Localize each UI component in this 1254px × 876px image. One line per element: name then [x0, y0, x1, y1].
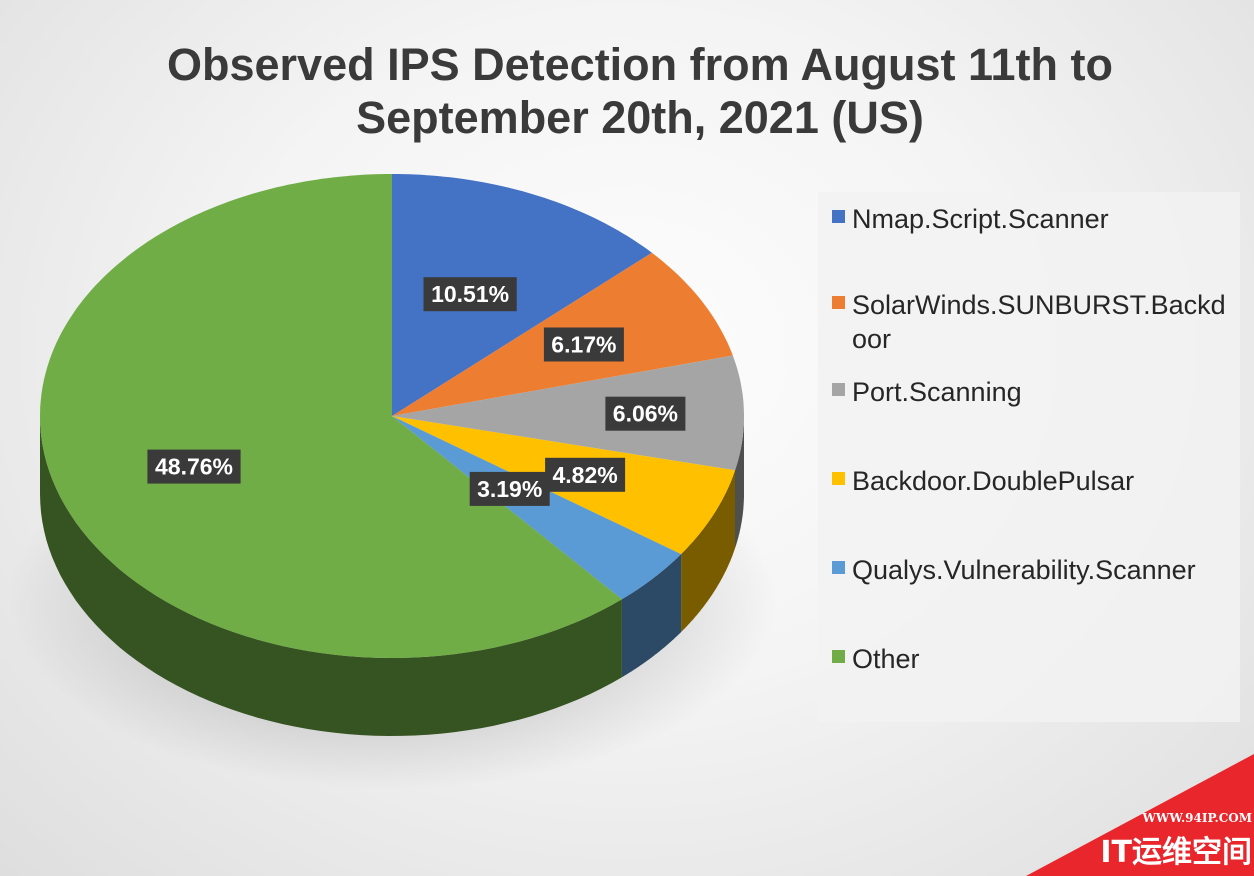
legend-item: SolarWinds.SUNBURST.Backdoor: [832, 288, 1232, 356]
legend-item: Nmap.Script.Scanner: [832, 202, 1232, 236]
pie-slice-Nmap.Script.Scanner: [392, 174, 652, 416]
watermark-brand: IT运维空间: [1100, 835, 1252, 870]
legend-label: Other: [852, 644, 920, 674]
legend-swatch: [832, 472, 845, 485]
pie-side-Other: [40, 416, 622, 736]
watermark: WWW.94IP.COM IT运维空间: [1026, 754, 1254, 876]
pie-sides: [40, 416, 744, 736]
pie-slice-Other: [40, 174, 622, 658]
pie-slice-Qualys.Vulnerability.Scanner: [392, 416, 682, 600]
data-label: 48.76%: [155, 454, 233, 480]
data-label: 10.51%: [431, 281, 509, 307]
data-label: 6.06%: [613, 401, 678, 427]
legend: Nmap.Script.Scanner SolarWinds.SUNBURST.B…: [818, 192, 1240, 722]
legend-item: Qualys.Vulnerability.Scanner: [832, 553, 1232, 587]
data-label: 6.17%: [551, 332, 616, 358]
pie-side-Qualys.Vulnerability.Scanner: [621, 554, 682, 678]
legend-item: Backdoor.DoublePulsar: [832, 464, 1232, 498]
legend-swatch: [832, 650, 845, 663]
pie-side-Backdoor.DoublePulsar: [681, 470, 735, 633]
pie-data-labels: 10.51% 6.17% 6.06% 4.82% 3.19% 48.76%: [147, 277, 686, 506]
pie-slice-Port.Scanning: [392, 355, 744, 471]
legend-item: Port.Scanning: [832, 375, 1232, 409]
data-label-box: [147, 449, 241, 484]
legend-swatch: [832, 296, 845, 309]
data-label-box: [545, 457, 626, 492]
legend-swatch: [832, 210, 845, 223]
watermark-banner: [1026, 754, 1254, 876]
legend-item: Other: [832, 642, 1232, 676]
legend-label: Port.Scanning: [852, 377, 1022, 407]
chart-title: Observed IPS Detection from August 11th …: [167, 39, 1113, 143]
data-label-box: [469, 471, 550, 506]
data-label-box: [543, 327, 624, 362]
data-label: 4.82%: [552, 462, 617, 488]
legend-swatch: [832, 561, 845, 574]
data-label: 3.19%: [477, 476, 542, 502]
legend-label: Qualys.Vulnerability.Scanner: [852, 555, 1196, 585]
legend-swatch: [832, 383, 845, 396]
legend-label: Nmap.Script.Scanner: [852, 204, 1109, 234]
legend-label: Backdoor.DoublePulsar: [852, 466, 1135, 496]
data-label-box: [605, 396, 686, 431]
watermark-url: WWW.94IP.COM: [1141, 811, 1252, 825]
pie-side-Port.Scanning: [735, 416, 744, 549]
data-label-box: [423, 277, 517, 312]
legend-label: SolarWinds.SUNBURST.Backdoor: [852, 290, 1226, 354]
